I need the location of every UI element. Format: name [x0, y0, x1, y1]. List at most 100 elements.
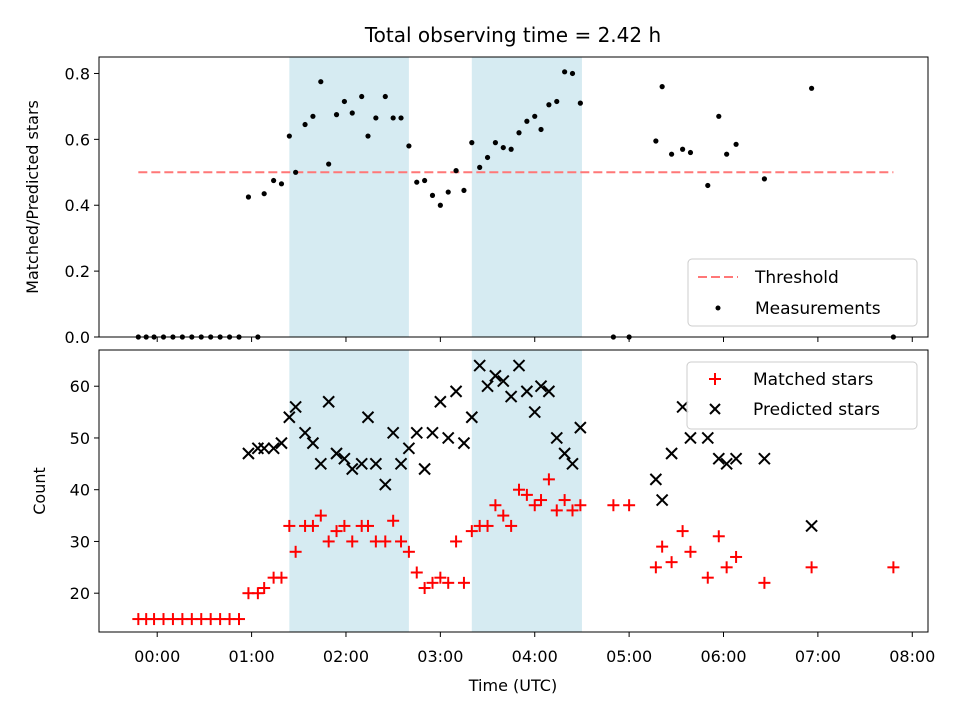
predicted-star-point [729, 452, 743, 465]
predicted-star-point [457, 436, 471, 450]
measurement-point [538, 126, 544, 133]
bottom-x-tick-label: 04:00 [512, 647, 558, 666]
measurement-point [302, 121, 308, 128]
measurement-point [461, 187, 467, 194]
measurement-point [349, 110, 355, 116]
bottom-x-tick-label: 05:00 [606, 647, 652, 666]
bottom-x-ticks: 00:00 01:00 02:00 03:00 04:00 05:00 06:00 07:00… [134, 632, 935, 666]
measurement-point [500, 144, 506, 151]
predicted-star-point [497, 374, 510, 388]
predicted-star-point [701, 431, 714, 445]
top-panel: 0.0 0.2 0.4 0.6 0.8 Total observing time = 2… [23, 23, 929, 347]
predicted-star-point [434, 395, 447, 408]
predicted-star-point [465, 411, 479, 424]
bottom-panel: 20 30 40 50 60 00:00 01:00 02:00 03:00 04:00 05:0… [30, 349, 935, 695]
matched-star-point [497, 509, 510, 522]
predicted-star-point [449, 385, 463, 398]
bottom-shaded-interval-0 [289, 350, 409, 632]
matched-star-point [346, 535, 359, 548]
matched-star-point [701, 571, 714, 584]
measurement-point [808, 85, 815, 91]
predicted-star-point [410, 426, 423, 439]
predicted-star-point [275, 436, 288, 450]
bottom-x-tick-label: 07:00 [795, 647, 841, 666]
bottom-y-ticks: 20 30 40 50 60 [70, 377, 99, 603]
legend-matched-swatch [709, 373, 721, 385]
predicted-star-point [473, 359, 486, 372]
measurement-point [724, 151, 730, 157]
measurement-point [716, 113, 722, 119]
matched-star-point [379, 535, 392, 548]
measurement-point [668, 151, 675, 157]
predicted-star-point [426, 426, 439, 439]
measurement-point [577, 100, 583, 106]
top-y-tick-label: 0.2 [65, 262, 90, 281]
measurement-point [516, 130, 522, 136]
predicted-star-point [442, 431, 455, 445]
matched-star-point [402, 545, 415, 558]
measurement-point [414, 179, 420, 185]
predicted-star-point [289, 400, 302, 414]
predicted-star-point [566, 457, 579, 471]
predicted-star-point [379, 478, 392, 491]
predicted-star-point [314, 457, 328, 471]
measurement-point [278, 181, 285, 187]
matched-star-point [649, 561, 662, 574]
top-y-axis-label: Matched/Predicted stars [23, 100, 42, 294]
top-y-ticks: 0.0 0.2 0.4 0.6 0.8 [65, 64, 99, 347]
bottom-y-tick-label: 60 [70, 377, 90, 396]
measurement-point [359, 93, 365, 100]
legend-threshold-label: Threshold [754, 268, 839, 288]
bottom-x-tick-label: 03:00 [417, 647, 463, 666]
measurement-point [508, 146, 514, 152]
matched-star-point [322, 535, 335, 548]
predicted-star-point [489, 369, 502, 383]
matched-star-point [805, 561, 818, 574]
matched-star-point [623, 499, 636, 512]
predicted-star-point [394, 457, 408, 471]
predicted-star-point [386, 426, 400, 439]
bottom-x-tick-label: 00:00 [134, 647, 180, 666]
matched-star-point [665, 556, 678, 569]
matched-star-point [566, 504, 579, 517]
matched-star-point [520, 488, 533, 501]
predicted-star-point [655, 493, 669, 507]
measurement-point [761, 176, 768, 182]
top-x-ticks [156, 337, 913, 342]
measurement-point [659, 84, 665, 90]
predicted-star-point [665, 447, 678, 460]
predicted-star-point [720, 457, 733, 471]
matched-star-point [258, 582, 271, 595]
matched-star-point [338, 519, 351, 532]
measurement-point [562, 69, 568, 75]
predicted-star-point [242, 447, 255, 460]
matched-star-point [306, 519, 319, 532]
measurement-point [680, 146, 686, 152]
bottom-shaded-intervals [289, 350, 582, 632]
predicted-star-point [418, 462, 431, 476]
matched-star-point [314, 509, 327, 522]
matched-star-point [481, 519, 494, 532]
top-shaded-intervals [289, 57, 582, 337]
top-y-tick-label: 0.8 [65, 64, 90, 83]
predicted-star-point [528, 405, 541, 419]
legend-measurements-label: Measurements [755, 299, 881, 319]
matched-star-point [457, 576, 470, 589]
measurement-point [469, 140, 475, 146]
bottom-x-tick-label: 02:00 [323, 647, 369, 666]
matched-star-point [330, 525, 343, 538]
matched-star-point [361, 519, 374, 532]
matched-star-point [574, 499, 587, 512]
predicted-star-point [338, 452, 351, 465]
predicted-star-point [550, 431, 563, 445]
predicted-star-point [481, 380, 494, 393]
matched-star-point [542, 473, 555, 486]
matched-star-point [712, 530, 725, 543]
predicted-star-point [558, 447, 571, 460]
matched-star-point [684, 545, 697, 558]
matched-star-point [513, 483, 526, 496]
top-y-tick-label: 0.0 [65, 328, 90, 347]
legend-predicted-swatch [709, 403, 721, 415]
predicted-star-point [355, 457, 368, 471]
matched-star-point [426, 576, 439, 589]
